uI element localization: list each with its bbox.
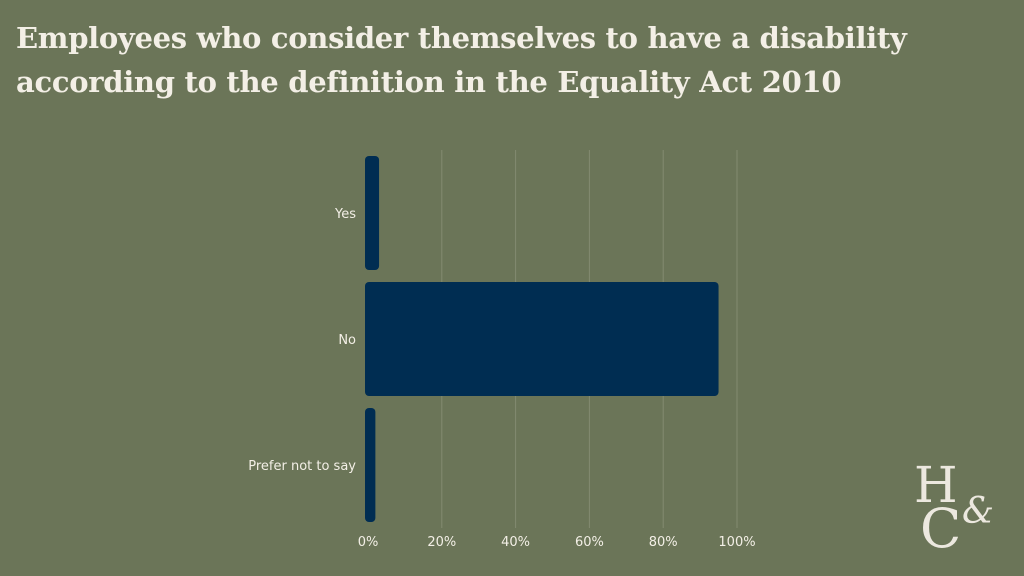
bar (365, 156, 380, 270)
x-tick-label: 60% (575, 535, 604, 550)
category-label: Prefer not to say (248, 459, 356, 474)
logo-ampersand: & (962, 491, 995, 532)
hc-logo: H & C (912, 458, 1012, 562)
x-tick-label: 80% (649, 535, 678, 550)
x-tick-label: 20% (427, 535, 456, 550)
logo-letter-c: C (920, 497, 962, 560)
chart-title: Employees who consider themselves to hav… (16, 16, 1006, 104)
logo-letter-h: H (914, 456, 958, 514)
x-tick-label: 100% (718, 535, 755, 550)
x-tick-label: 40% (501, 535, 530, 550)
category-label: Yes (334, 207, 356, 222)
bar (365, 408, 376, 522)
chart-title-line-2: according to the definition in the Equal… (16, 65, 842, 99)
x-tick-label: 0% (358, 535, 379, 550)
chart-title-line-1: Employees who consider themselves to hav… (16, 21, 907, 55)
bar (365, 282, 719, 396)
category-label: No (338, 333, 356, 348)
